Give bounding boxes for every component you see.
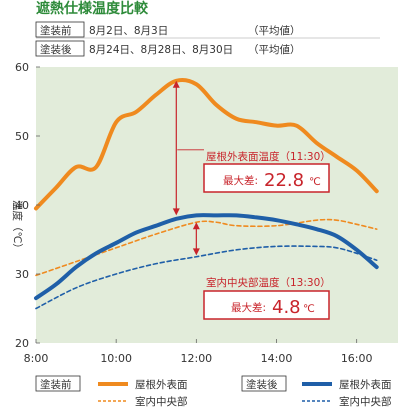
roof-annotation: 屋根外表面温度（11:30） 最大差: 22.8 ℃ <box>203 150 331 193</box>
chart-title: 遮熱仕様温度比較 <box>36 0 149 17</box>
legend-before-room: 室内中央部 <box>135 395 188 408</box>
x-tick-label: 8:00 <box>24 352 49 365</box>
max-diff-arrowhead-bottom-1 <box>172 208 180 216</box>
legend-after-room: 室内中央部 <box>339 395 392 408</box>
y-tick-label: 20 <box>15 337 29 350</box>
legend-before-label: 塗装前 <box>40 378 72 391</box>
y-axis-label: 温度（℃） <box>11 200 24 254</box>
period-after-label: 塗装後 <box>40 43 72 56</box>
series-line-4 <box>35 245 378 310</box>
room-diff-prefix: 最大差: <box>231 301 266 314</box>
x-tick-label: 12:00 <box>180 352 212 365</box>
y-tick-label: 40 <box>15 199 29 212</box>
max-diff-arrowhead-bottom-2 <box>192 248 200 256</box>
room-diff-value: 4.8 <box>272 297 301 318</box>
series-line-3 <box>34 213 379 301</box>
y-tick-label: 60 <box>15 61 29 74</box>
x-tick-label: 16:00 <box>341 352 373 365</box>
max-diff-arrowhead-top-2 <box>192 222 200 230</box>
x-tick-label: 10:00 <box>100 352 132 365</box>
room-annotation-label: 室内中央部温度（13:30） <box>206 276 331 289</box>
room-diff-unit: ℃ <box>303 303 315 315</box>
period-before-note: （平均値） <box>248 24 301 37</box>
legend-before-roof: 屋根外表面 <box>135 378 188 391</box>
period-after-note: （平均値） <box>248 43 301 56</box>
roof-diff-prefix: 最大差: <box>223 174 258 187</box>
period-table: 塗装前 8月2日、8月3日 （平均値） 塗装後 8月24日、8月28日、8月30… <box>35 21 380 57</box>
y-tick-label: 50 <box>15 130 29 143</box>
legend-after-label: 塗装後 <box>246 378 278 391</box>
period-after-dates: 8月24日、8月28日、8月30日 <box>89 44 233 56</box>
period-before-label: 塗装前 <box>40 24 72 37</box>
period-before-dates: 8月2日、8月3日 <box>89 25 168 37</box>
legend-after-roof: 屋根外表面 <box>339 378 392 391</box>
y-tick-label: 30 <box>15 268 29 281</box>
roof-diff-unit: ℃ <box>309 176 321 188</box>
roof-diff-value: 22.8 <box>264 170 304 191</box>
series-line-1 <box>34 78 379 211</box>
x-tick-label: 14:00 <box>261 352 293 365</box>
legend: 塗装前 屋根外表面 室内中央部 塗装後 屋根外表面 室内中央部 <box>35 375 392 408</box>
max-diff-arrowhead-top-1 <box>172 80 180 88</box>
room-annotation: 室内中央部温度（13:30） 最大差: 4.8 ℃ <box>203 276 331 320</box>
roof-annotation-label: 屋根外表面温度（11:30） <box>206 150 331 163</box>
series-line-2 <box>35 218 378 277</box>
